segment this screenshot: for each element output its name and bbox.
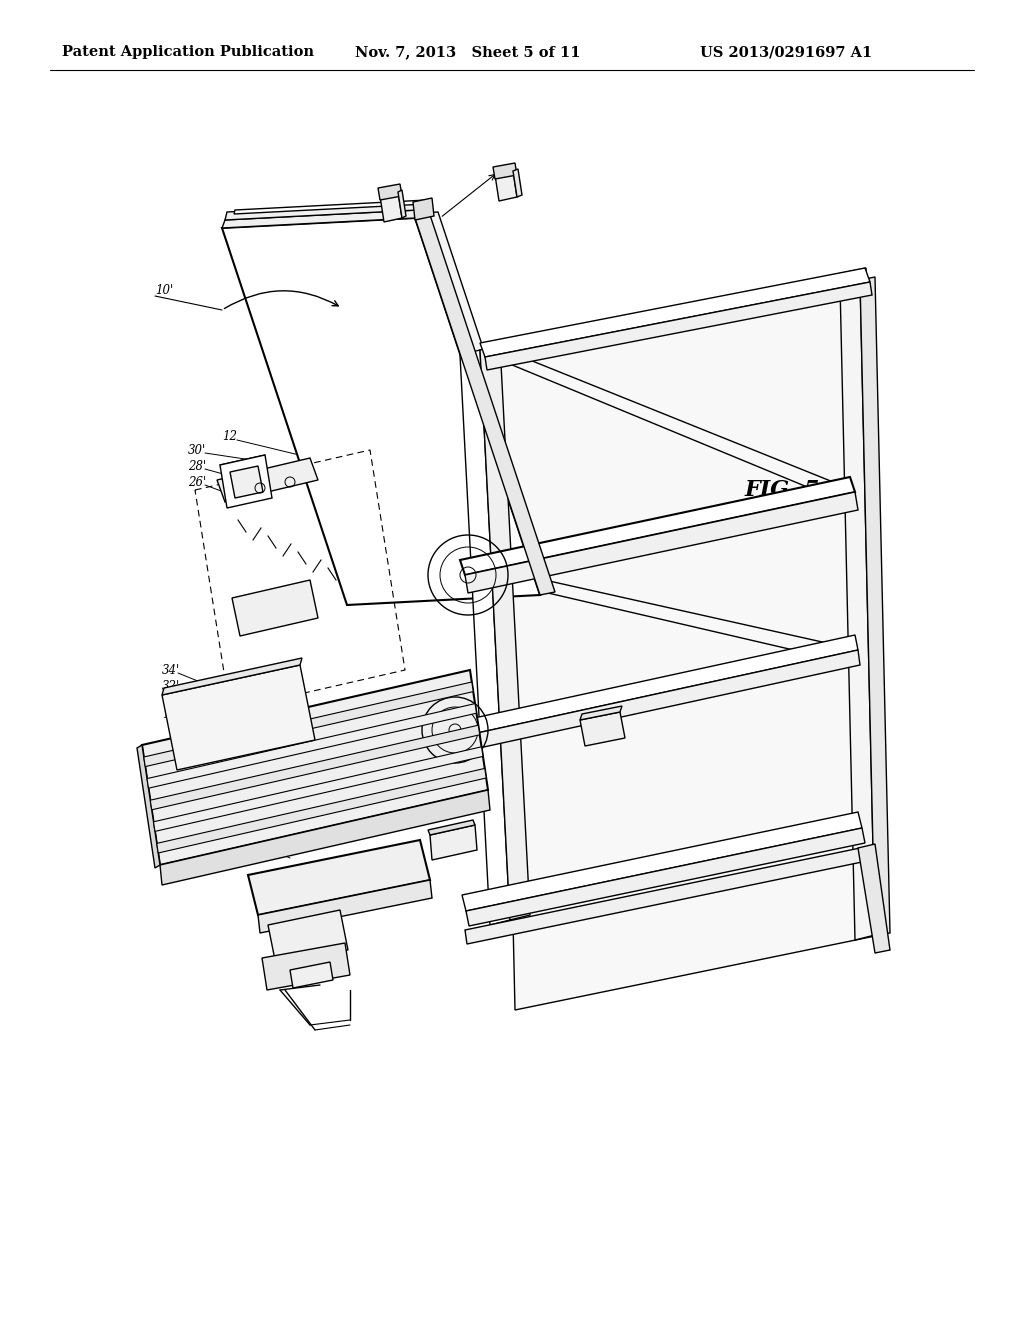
Polygon shape: [258, 880, 432, 933]
Polygon shape: [480, 268, 870, 356]
Polygon shape: [485, 282, 872, 370]
Text: Nov. 7, 2013   Sheet 5 of 11: Nov. 7, 2013 Sheet 5 of 11: [355, 45, 581, 59]
Polygon shape: [430, 825, 477, 861]
Text: 11: 11: [215, 821, 230, 834]
Text: 34': 34': [162, 664, 180, 676]
Polygon shape: [154, 747, 483, 832]
Polygon shape: [245, 213, 563, 599]
Polygon shape: [465, 635, 858, 735]
Text: US 2013/0291697 A1: US 2013/0291697 A1: [700, 45, 872, 59]
Text: 12: 12: [222, 429, 237, 442]
Polygon shape: [230, 466, 263, 498]
Polygon shape: [147, 704, 476, 788]
Polygon shape: [860, 277, 890, 935]
Polygon shape: [493, 162, 517, 180]
Polygon shape: [222, 218, 540, 605]
Polygon shape: [465, 492, 858, 593]
Text: 32': 32': [162, 680, 180, 693]
Polygon shape: [234, 201, 427, 214]
Polygon shape: [137, 744, 160, 869]
Polygon shape: [495, 172, 517, 201]
Polygon shape: [262, 942, 350, 990]
Polygon shape: [380, 191, 402, 222]
Polygon shape: [460, 477, 855, 576]
Polygon shape: [220, 455, 272, 508]
Polygon shape: [580, 711, 625, 746]
Text: 26': 26': [188, 475, 206, 488]
Polygon shape: [142, 671, 488, 865]
Polygon shape: [840, 280, 874, 940]
Polygon shape: [143, 682, 473, 767]
Text: 30': 30': [188, 444, 206, 457]
Polygon shape: [248, 840, 430, 915]
Polygon shape: [468, 649, 860, 750]
Polygon shape: [160, 789, 490, 884]
Polygon shape: [290, 962, 333, 987]
Polygon shape: [428, 820, 475, 836]
Polygon shape: [413, 198, 434, 220]
Polygon shape: [232, 579, 318, 636]
Polygon shape: [162, 665, 315, 770]
Polygon shape: [415, 215, 555, 595]
Polygon shape: [151, 725, 479, 809]
Text: 10': 10': [155, 284, 173, 297]
Polygon shape: [513, 169, 522, 197]
Polygon shape: [378, 183, 402, 201]
Polygon shape: [225, 202, 420, 220]
Polygon shape: [157, 768, 486, 853]
Polygon shape: [268, 909, 348, 965]
Polygon shape: [465, 847, 862, 944]
Text: FIG. 5: FIG. 5: [745, 479, 820, 502]
Polygon shape: [480, 345, 530, 920]
Text: 14': 14': [162, 709, 180, 722]
Polygon shape: [462, 812, 862, 911]
Polygon shape: [580, 706, 622, 719]
Polygon shape: [398, 190, 406, 218]
Polygon shape: [217, 458, 318, 502]
Polygon shape: [222, 210, 418, 228]
Polygon shape: [858, 843, 890, 953]
Polygon shape: [500, 268, 880, 1010]
Text: 28': 28': [188, 459, 206, 473]
Polygon shape: [162, 657, 302, 696]
Polygon shape: [466, 828, 865, 927]
Text: Patent Application Publication: Patent Application Publication: [62, 45, 314, 59]
Polygon shape: [460, 350, 510, 925]
Text: 16a: 16a: [350, 206, 372, 219]
